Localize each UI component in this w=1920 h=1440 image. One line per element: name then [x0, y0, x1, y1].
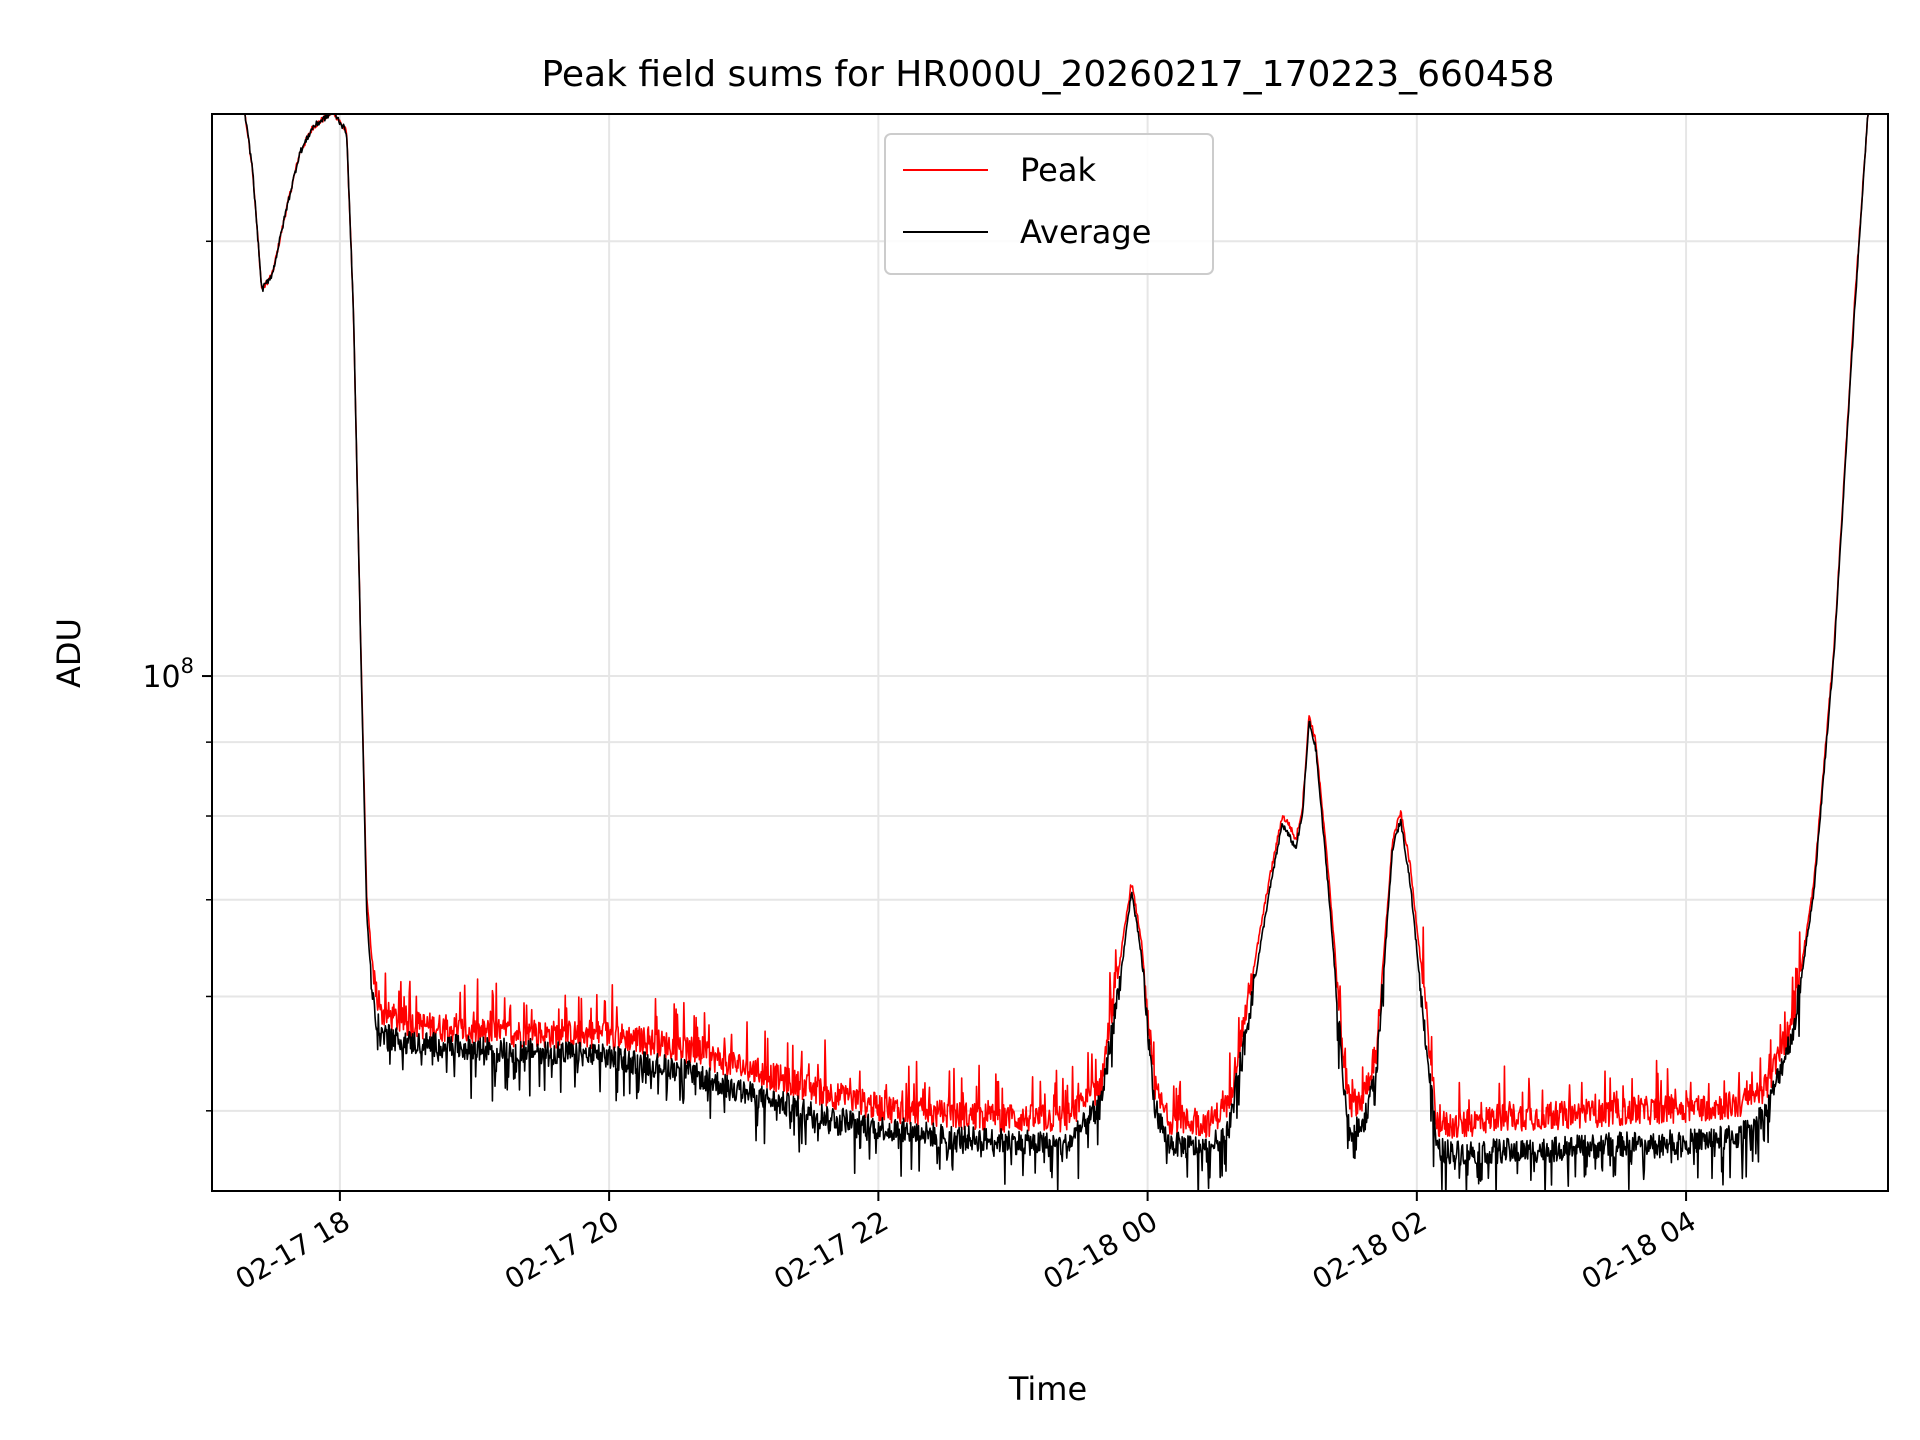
legend-label-peak: Peak — [1020, 151, 1096, 189]
legend-label-average: Average — [1020, 213, 1151, 251]
y-axis-label: ADU — [50, 618, 88, 688]
plot-frame — [211, 113, 1889, 1192]
x-axis-label: Time — [1008, 1370, 1087, 1408]
y-tick-label: 108 — [142, 654, 194, 695]
legend: Peak Average — [884, 133, 1214, 275]
series-layer — [243, 114, 1869, 1191]
series-line-peak — [243, 114, 1869, 1139]
series-line-average — [244, 114, 1869, 1191]
grid — [212, 114, 1888, 1191]
chart-title: Peak field sums for HR000U_20260217_1702… — [541, 54, 1554, 95]
